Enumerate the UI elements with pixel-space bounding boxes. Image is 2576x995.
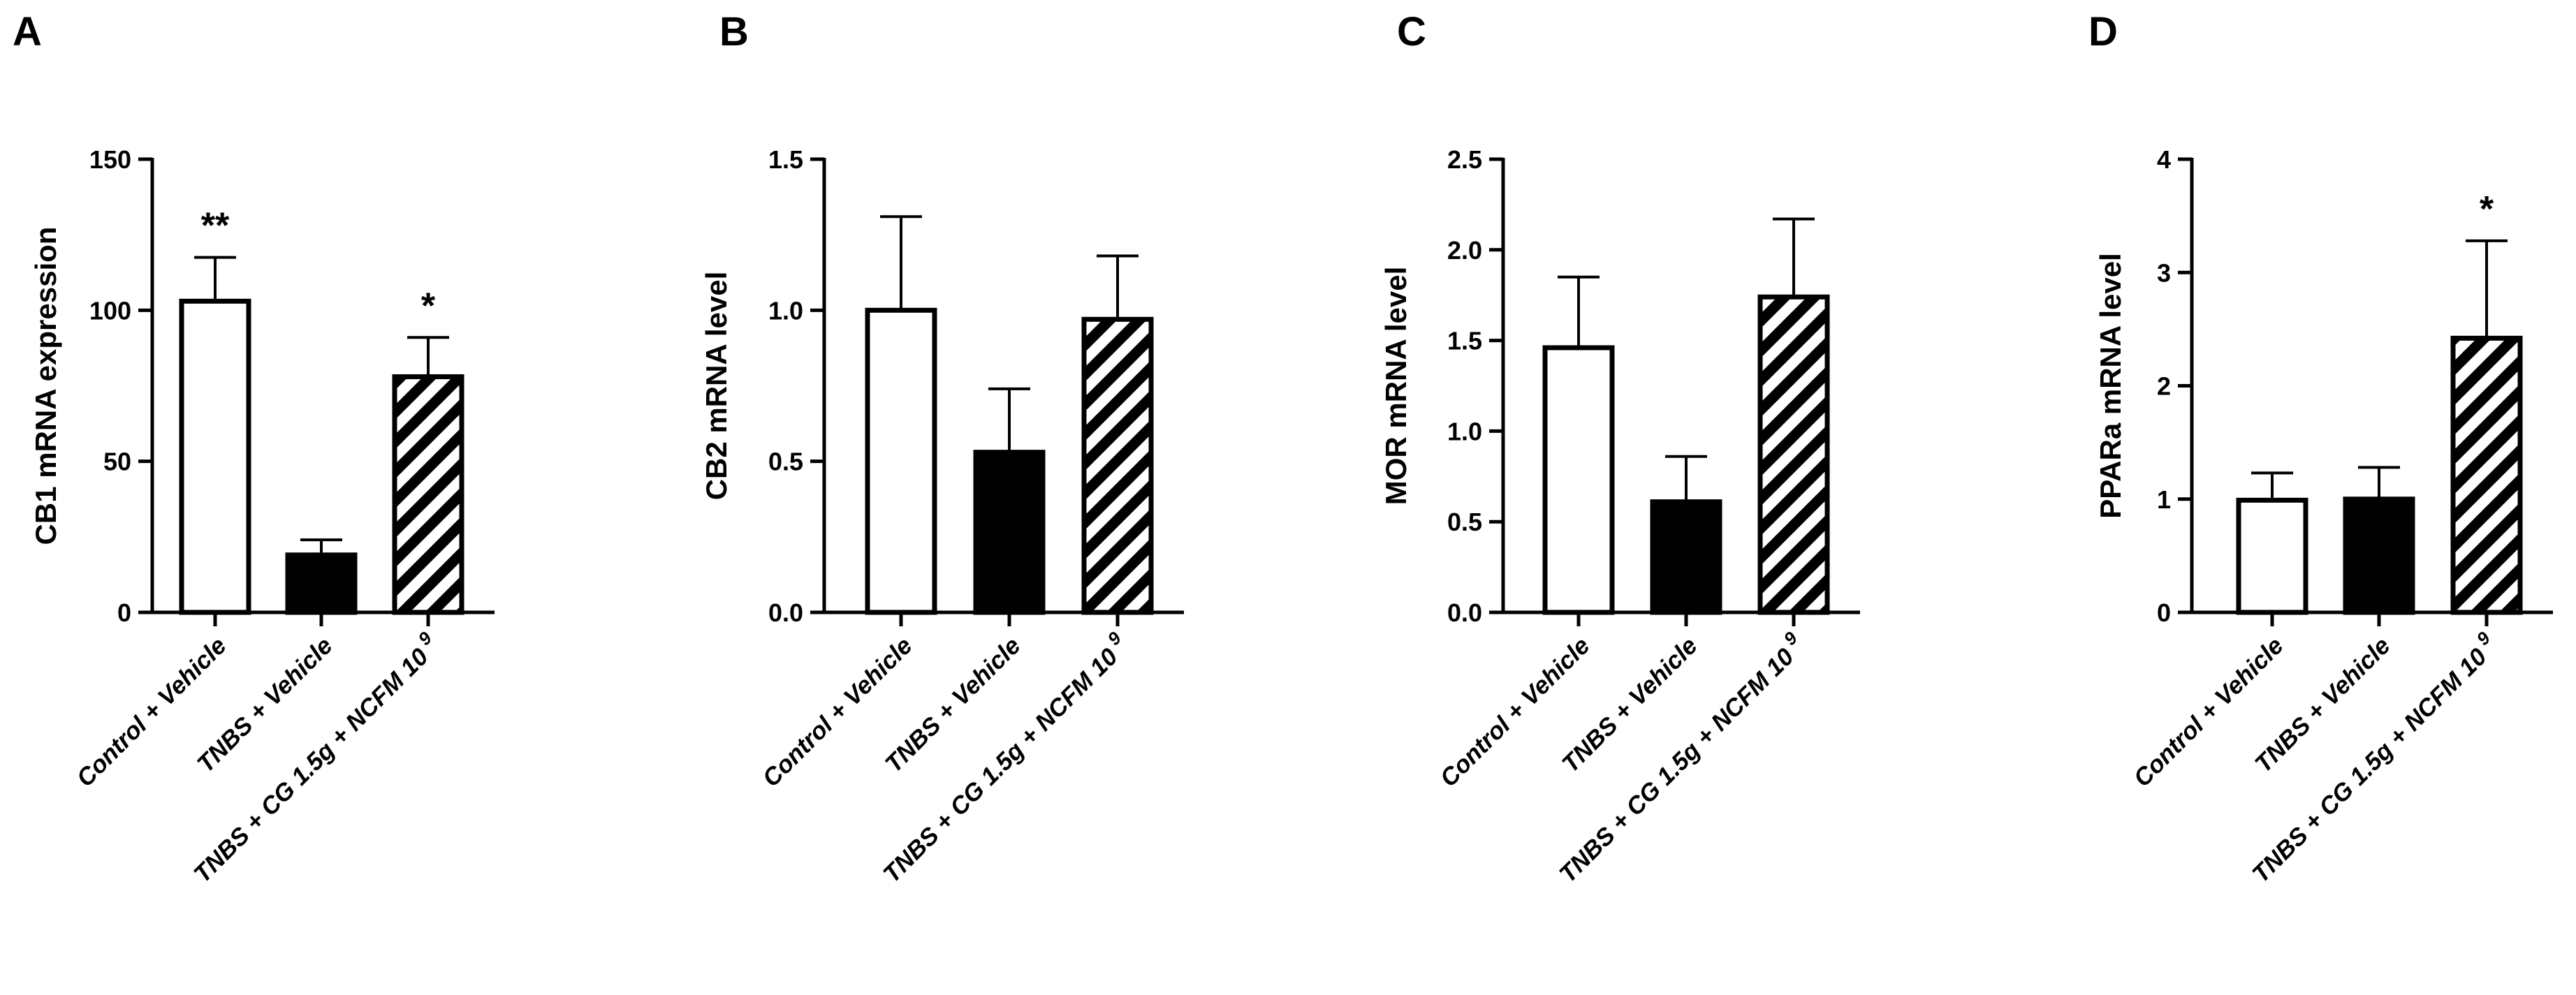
bar-a-0 <box>179 298 251 615</box>
y-tick-label-c-4: 2.0 <box>1447 236 1482 265</box>
y-tick-label-d-3: 3 <box>2157 258 2171 287</box>
bar-c-1 <box>1650 499 1722 615</box>
y-tick-label-a-1: 50 <box>103 448 131 476</box>
y-tick-label-a-3: 150 <box>89 145 131 174</box>
y-tick-label-d-2: 2 <box>2157 372 2171 401</box>
y-axis-title-c: MOR mRNA level <box>1380 267 1412 506</box>
x-tick-label-text-c-2: TNBS + CG 1.5g + NCFM 10 <box>1554 643 1799 888</box>
x-tick-label-text-a-2: TNBS + CG 1.5g + NCFM 10 <box>189 643 434 888</box>
bar-a-2 <box>392 374 464 615</box>
y-tick-label-a-2: 100 <box>89 296 131 325</box>
bar-b-2 <box>1081 316 1154 615</box>
y-tick-label-c-1: 0.5 <box>1447 508 1482 536</box>
bar-d-0 <box>2236 497 2308 615</box>
y-tick-label-d-1: 1 <box>2157 485 2171 514</box>
panel-letter-b: B <box>719 9 749 54</box>
significance-a-2: * <box>421 286 436 326</box>
bar-b-0 <box>865 307 937 615</box>
y-axis-title-b: CB2 mRNA level <box>700 272 733 501</box>
y-tick-label-d-0: 0 <box>2157 598 2171 627</box>
y-tick-label-b-2: 1.0 <box>768 296 803 325</box>
y-axis-title-a: CB1 mRNA expression <box>29 227 62 545</box>
y-tick-label-b-3: 1.5 <box>768 145 803 174</box>
bar-a-1 <box>285 552 358 615</box>
panel-letter-c: C <box>1397 9 1426 54</box>
panel-letter-d: D <box>2088 9 2118 54</box>
y-tick-label-b-0: 0.0 <box>768 598 803 627</box>
bar-d-2 <box>2450 335 2523 615</box>
significance-d-2: * <box>2480 189 2494 230</box>
y-tick-label-c-5: 2.5 <box>1447 145 1482 174</box>
bar-c-2 <box>1757 294 1830 615</box>
y-tick-label-c-0: 0.0 <box>1447 598 1482 627</box>
y-tick-label-b-1: 0.5 <box>768 448 803 476</box>
y-tick-label-d-4: 4 <box>2157 145 2171 174</box>
panel-letter-a: A <box>13 9 42 54</box>
y-axis-title-d: PPARa mRNA level <box>2094 253 2127 518</box>
bar-b-1 <box>973 450 1046 615</box>
y-tick-label-c-2: 1.0 <box>1447 417 1482 445</box>
significance-a-0: ** <box>201 206 230 246</box>
bar-d-1 <box>2343 496 2415 615</box>
x-tick-label-text-d-2: TNBS + CG 1.5g + NCFM 10 <box>2247 643 2492 888</box>
y-tick-label-a-0: 0 <box>117 598 131 627</box>
x-tick-label-text-b-2: TNBS + CG 1.5g + NCFM 10 <box>878 643 1123 888</box>
bar-c-0 <box>1542 345 1615 615</box>
y-tick-label-c-3: 1.5 <box>1447 327 1482 355</box>
